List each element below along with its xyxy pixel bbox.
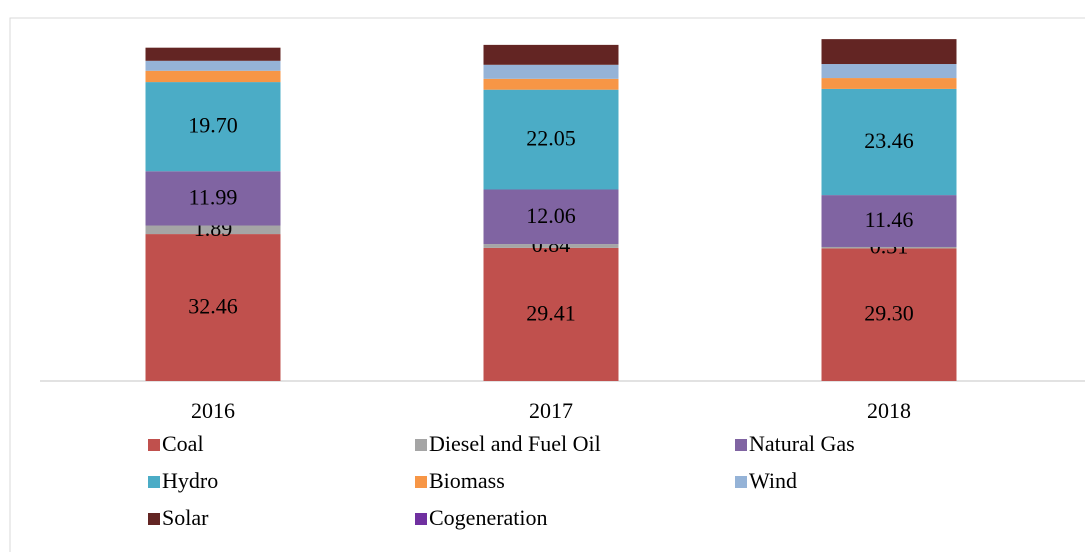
x-tick-label: 2016 — [191, 398, 235, 423]
data-label: 29.41 — [526, 300, 576, 325]
legend-label: Hydro — [162, 468, 218, 493]
bar-segment — [145, 60, 281, 71]
legend-label: Coal — [162, 431, 204, 456]
bar-segment — [821, 248, 957, 381]
legend-label: Biomass — [429, 468, 505, 493]
bar-segment — [483, 89, 619, 190]
legend-swatch — [735, 476, 747, 488]
bar-segment — [145, 171, 281, 226]
bar-segment — [821, 88, 957, 196]
bar-segment — [483, 64, 619, 79]
x-tick-label: 2017 — [529, 398, 573, 423]
data-label: 11.99 — [189, 184, 238, 209]
chart-frame — [9, 17, 1085, 552]
legend-swatch — [148, 513, 160, 525]
legend-swatch — [415, 513, 427, 525]
bar-segment — [821, 195, 957, 247]
bar-segment — [483, 78, 619, 90]
legend-label: Natural Gas — [749, 431, 855, 456]
bar-segment — [145, 225, 281, 235]
legend-swatch — [415, 439, 427, 451]
legend-label: Diesel and Fuel Oil — [429, 431, 601, 456]
legend-label: Cogeneration — [429, 505, 548, 530]
bar-segment — [821, 246, 957, 249]
bar-segment — [145, 47, 281, 61]
bar-segment — [145, 234, 281, 381]
data-label: 19.70 — [188, 113, 238, 138]
bar-segment — [145, 70, 281, 83]
data-label: 12.06 — [526, 203, 576, 228]
legend-label: Wind — [749, 468, 797, 493]
bar-segment — [821, 78, 957, 89]
data-label: 32.46 — [188, 294, 238, 319]
legend-swatch — [415, 476, 427, 488]
bar-segment — [483, 244, 619, 248]
bar-segment — [483, 247, 619, 381]
data-label: 22.05 — [526, 126, 576, 151]
x-tick-label: 2018 — [867, 398, 911, 423]
legend-swatch — [148, 476, 160, 488]
bar-segment — [483, 44, 619, 65]
data-label: 23.46 — [864, 128, 914, 153]
legend-swatch — [148, 439, 160, 451]
data-label: 29.30 — [864, 301, 914, 326]
legend-swatch — [735, 439, 747, 451]
bar-segment — [483, 189, 619, 245]
data-label: 11.46 — [865, 207, 914, 232]
bar-segment — [821, 39, 957, 65]
bar-segment — [821, 64, 957, 79]
legend-label: Solar — [162, 505, 209, 530]
bar-segment — [145, 82, 281, 172]
